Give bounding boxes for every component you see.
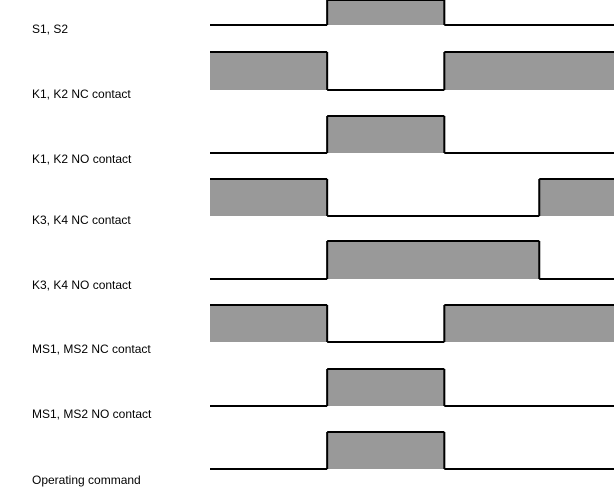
signal-high-pulse (210, 52, 328, 90)
signal-label: K1, K2 NO contact (32, 152, 132, 166)
signal-edge (326, 368, 446, 406)
signal-label: Operating command (32, 473, 141, 487)
signal-high-pulse (210, 179, 328, 216)
signal-edge (538, 178, 614, 216)
signal-label: K3, K4 NO contact (32, 278, 132, 292)
signal-row: Operating command (32, 431, 614, 487)
signal-edge (443, 51, 614, 90)
signal-row: K3, K4 NC contact (32, 178, 614, 227)
signal-edge (210, 304, 329, 342)
signal-high-pulse (539, 179, 614, 216)
signal-label: K3, K4 NC contact (32, 213, 131, 227)
signal-edge (326, 0, 446, 25)
signal-edge (443, 304, 614, 342)
signal-high-pulse (327, 0, 445, 25)
signal-label: MS1, MS2 NC contact (32, 342, 151, 356)
signal-high-pulse (327, 432, 445, 469)
signal-high-pulse (327, 369, 445, 406)
signal-high-pulse (327, 116, 445, 153)
signal-edge (326, 115, 446, 153)
signal-label: S1, S2 (32, 22, 68, 36)
signal-row: K3, K4 NO contact (32, 240, 614, 292)
signal-high-pulse (444, 305, 614, 342)
signal-edge (210, 51, 329, 90)
signal-row: MS1, MS2 NO contact (32, 368, 614, 421)
signal-high-pulse (327, 241, 540, 279)
signal-label: K1, K2 NC contact (32, 87, 131, 101)
signal-high-pulse (210, 305, 328, 342)
signal-label: MS1, MS2 NO contact (32, 407, 152, 421)
signal-edge (210, 178, 329, 216)
signal-row: S1, S2 (32, 0, 614, 36)
signal-row: K1, K2 NC contact (32, 51, 614, 101)
signal-edge (326, 240, 541, 279)
signal-row: MS1, MS2 NC contact (32, 304, 614, 356)
signal-edge (326, 431, 446, 469)
signal-row: K1, K2 NO contact (32, 115, 614, 166)
signal-high-pulse (444, 52, 614, 90)
